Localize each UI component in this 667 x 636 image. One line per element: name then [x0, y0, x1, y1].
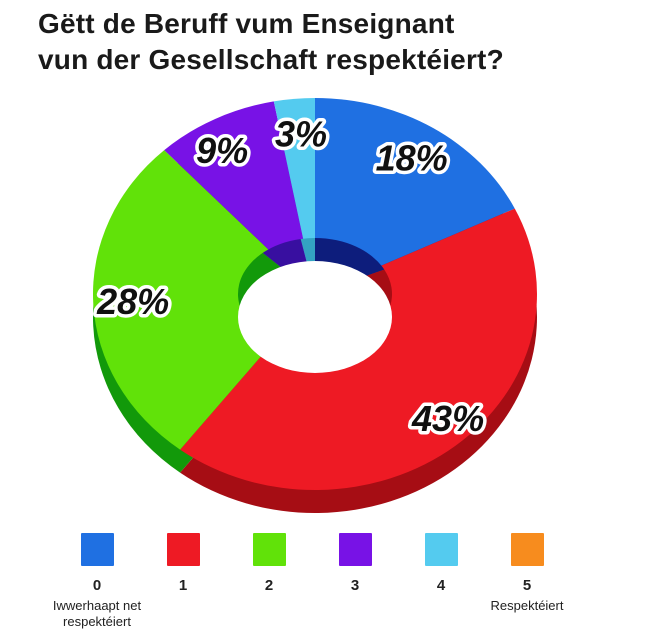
legend-swatch-2: [252, 533, 286, 566]
legend-value-4: 4: [436, 577, 446, 594]
legend-swatch-3: [338, 533, 372, 566]
pie-label-4: 3%: [275, 113, 327, 154]
pie-label-1: 43%: [411, 398, 484, 439]
legend-item-5: 5 Respektéiert: [484, 533, 570, 630]
chart-title-line2: vun der Gesellschaft respektéiert?: [38, 44, 504, 75]
donut-chart: 18% 43% 28% 9% 3%: [92, 98, 537, 513]
pie-label-0: 18%: [376, 137, 448, 178]
legend-value-1: 1: [178, 577, 188, 594]
legend-swatch-0: [80, 533, 114, 566]
legend-swatch-5: [510, 533, 544, 566]
pie-label-3: 9%: [196, 130, 248, 171]
legend-item-2: 2: [226, 533, 312, 630]
donut-hole: [238, 261, 392, 373]
pie-labels: 18% 43% 28% 9% 3%: [93, 110, 488, 443]
legend-value-3: 3: [350, 577, 360, 594]
legend-sublabel-0: Iwwerhaapt net respektéiert: [52, 598, 142, 629]
chart-legend: 0 Iwwerhaapt net respektéiert 1 2 3 4 5 …: [53, 533, 570, 630]
legend-sublabel-5: Respektéiert: [490, 598, 564, 613]
legend-value-5: 5: [522, 577, 532, 594]
pie-slice-2: [92, 150, 315, 450]
legend-item-1: 1: [140, 533, 226, 630]
legend-swatch-1: [166, 533, 200, 566]
legend-item-4: 4: [398, 533, 484, 630]
pie-slice-0: [315, 98, 515, 294]
pie-label-2: 28%: [96, 281, 169, 322]
chart-title: Gëtt de Beruff vum Enseignant vun der Ge…: [38, 6, 504, 78]
legend-swatch-4: [424, 533, 458, 566]
chart-title-line1: Gëtt de Beruff vum Enseignant: [38, 8, 455, 39]
legend-value-2: 2: [264, 577, 274, 594]
legend-item-0: 0 Iwwerhaapt net respektéiert: [53, 533, 141, 630]
legend-item-3: 3: [312, 533, 398, 630]
legend-value-0: 0: [92, 577, 102, 594]
